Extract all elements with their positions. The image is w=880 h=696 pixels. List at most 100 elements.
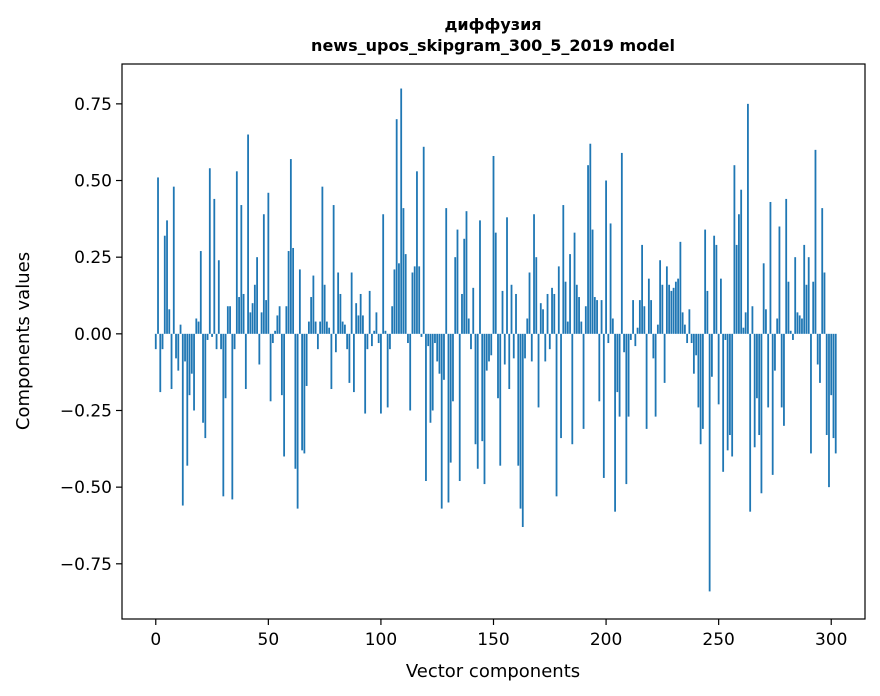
- y-tick-label: 0.25: [74, 248, 112, 268]
- y-axis-label: Components values: [13, 252, 34, 430]
- bar-103: [386, 333, 389, 408]
- bar-300: [830, 333, 833, 396]
- bar-41: [247, 134, 249, 334]
- bar-157: [508, 333, 511, 390]
- bar-22: [204, 333, 207, 439]
- bar-167: [530, 333, 533, 362]
- bar-76: [325, 321, 328, 334]
- bar-51: [269, 333, 272, 402]
- bar-19: [197, 321, 200, 334]
- bar-1: [157, 177, 159, 334]
- bar-147: [485, 333, 488, 371]
- bar-143: [476, 333, 479, 469]
- bar-218: [645, 333, 648, 429]
- chart-title-line2: news_upos_skipgram_300_5_2019 model: [311, 36, 675, 55]
- bar-226: [663, 333, 666, 383]
- bar-16: [190, 333, 193, 374]
- bar-126: [438, 333, 441, 374]
- bar-66: [303, 333, 306, 454]
- bar-288: [803, 244, 806, 334]
- bar-50: [267, 192, 270, 334]
- bar-96: [371, 333, 373, 347]
- bar-173: [544, 333, 547, 362]
- bar-42: [249, 312, 252, 334]
- bar-142: [474, 333, 477, 445]
- bar-221: [652, 333, 655, 359]
- bar-35: [233, 333, 236, 350]
- bar-179: [557, 266, 560, 334]
- bar-98: [375, 312, 378, 334]
- bar-233: [679, 241, 682, 334]
- bar-52: [271, 333, 274, 344]
- bar-276: [776, 318, 779, 334]
- x-tick-label: 150: [477, 630, 509, 650]
- x-tick-label: 250: [702, 630, 734, 650]
- bar-32: [226, 306, 229, 334]
- bar-148: [488, 333, 490, 362]
- bar-59: [287, 251, 290, 334]
- bar-210: [627, 333, 630, 417]
- bar-168: [533, 214, 535, 334]
- bar-270: [762, 263, 765, 334]
- bar-110: [402, 208, 405, 334]
- bar-222: [654, 333, 657, 417]
- bar-268: [758, 333, 761, 436]
- y-tick-label: 0.75: [74, 95, 112, 115]
- bar-211: [629, 333, 632, 340]
- bar-93: [364, 333, 367, 414]
- bar-217: [643, 306, 646, 334]
- bar-83: [341, 321, 344, 334]
- bar-5: [166, 220, 168, 334]
- bar-17: [193, 333, 195, 411]
- bar-255: [729, 333, 731, 436]
- bar-124: [434, 333, 436, 344]
- bar-289: [805, 284, 808, 334]
- bar-206: [618, 333, 621, 417]
- bar-182: [564, 281, 567, 334]
- bar-61: [292, 247, 295, 334]
- bar-108: [398, 263, 400, 334]
- bar-249: [715, 244, 718, 334]
- bar-245: [706, 290, 709, 334]
- bar-252: [722, 333, 725, 472]
- bar-194: [591, 229, 594, 334]
- bar-58: [285, 306, 288, 334]
- bar-302: [834, 333, 837, 454]
- bar-86: [348, 333, 351, 383]
- bar-107: [395, 119, 398, 334]
- bar-94: [366, 333, 369, 350]
- bar-67: [305, 333, 308, 386]
- bar-149: [490, 333, 493, 356]
- bar-188: [578, 297, 580, 334]
- bar-116: [416, 171, 418, 334]
- bar-163: [521, 333, 524, 528]
- bar-30: [222, 333, 225, 497]
- bar-286: [798, 315, 801, 334]
- bar-122: [429, 333, 432, 423]
- bar-8: [172, 186, 175, 334]
- bar-131: [449, 333, 452, 463]
- bar-293: [814, 149, 817, 334]
- bar-285: [796, 312, 799, 334]
- bar-150: [492, 155, 495, 334]
- bar-28: [217, 260, 220, 334]
- bar-97: [373, 330, 376, 334]
- bar-87: [350, 272, 353, 334]
- bar-71: [314, 321, 317, 334]
- bar-243: [701, 333, 704, 429]
- bar-198: [600, 300, 603, 334]
- bar-10: [177, 333, 180, 371]
- bar-235: [683, 324, 686, 334]
- bar-209: [625, 333, 628, 485]
- bar-223: [656, 324, 659, 334]
- bar-267: [756, 333, 758, 399]
- bar-297: [823, 272, 826, 334]
- bar-113: [409, 333, 412, 411]
- bar-280: [785, 198, 788, 334]
- bar-36: [235, 171, 238, 334]
- bar-161: [517, 333, 520, 466]
- bar-78: [330, 333, 333, 390]
- bar-70: [312, 275, 315, 334]
- bar-154: [501, 290, 504, 334]
- bar-259: [738, 214, 740, 334]
